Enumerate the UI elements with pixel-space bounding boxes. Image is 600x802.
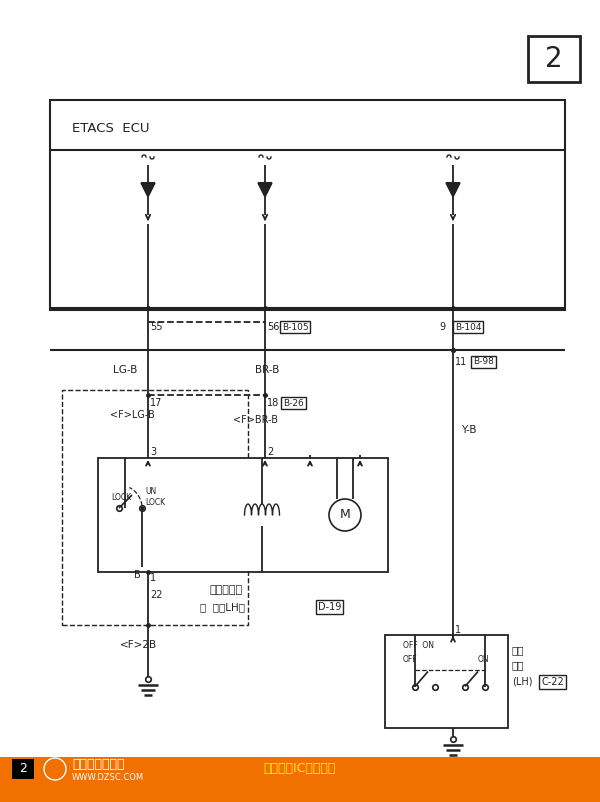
Text: B-98: B-98: [473, 358, 494, 367]
Text: 18: 18: [267, 398, 279, 408]
Bar: [62, 390, 248, 625]
Bar: [385, 635, 508, 728]
Polygon shape: [141, 183, 155, 197]
Bar: [0, 757, 600, 802]
Text: 56: 56: [267, 322, 280, 332]
Text: B: B: [134, 570, 141, 580]
Text: ETACS  ECU: ETACS ECU: [72, 121, 149, 135]
Text: Y-B: Y-B: [461, 425, 476, 435]
Text: 1: 1: [455, 625, 461, 635]
Text: 2: 2: [19, 763, 27, 776]
Text: M: M: [340, 508, 350, 521]
Text: <F>BR-B: <F>BR-B: [233, 415, 278, 425]
Text: B-105: B-105: [282, 322, 308, 331]
Text: WWW.DZSC.COM: WWW.DZSC.COM: [72, 772, 144, 781]
Text: 55: 55: [150, 322, 163, 332]
Text: 门锁动作器: 门锁动作器: [210, 585, 243, 595]
Text: B-104: B-104: [455, 322, 482, 331]
Text: 17: 17: [150, 398, 163, 408]
Text: 9: 9: [439, 322, 445, 332]
Text: OFF: OFF: [403, 655, 418, 664]
Text: <F>2B: <F>2B: [120, 640, 157, 650]
Text: <F>LG-B: <F>LG-B: [110, 410, 155, 420]
Bar: [50, 100, 565, 310]
Bar: [98, 458, 388, 572]
Circle shape: [44, 758, 66, 780]
Text: LOCK: LOCK: [111, 493, 131, 503]
Text: 2: 2: [267, 447, 273, 457]
Polygon shape: [258, 183, 272, 197]
Text: (LH): (LH): [512, 677, 533, 687]
Text: LG-B: LG-B: [113, 365, 137, 375]
Text: 维库电子市场网: 维库电子市场网: [72, 759, 125, 772]
Bar: [12, 759, 34, 779]
Bar: [528, 36, 580, 82]
Text: 开关: 开关: [512, 660, 524, 670]
Text: 11: 11: [455, 357, 467, 367]
Text: 3: 3: [150, 447, 156, 457]
Text: 1: 1: [150, 573, 156, 583]
Text: ON: ON: [478, 655, 490, 664]
Text: 22: 22: [150, 590, 163, 600]
Text: OFF  ON: OFF ON: [403, 641, 434, 650]
Polygon shape: [446, 183, 460, 197]
Text: BR-B: BR-B: [255, 365, 280, 375]
Text: （  前：LH）: （ 前：LH）: [200, 602, 245, 612]
Text: 全球最大IC采购网站: 全球最大IC采购网站: [264, 763, 336, 776]
Text: C-22: C-22: [541, 677, 564, 687]
Text: B-26: B-26: [283, 399, 304, 407]
Text: D-19: D-19: [318, 602, 341, 612]
Text: 2: 2: [545, 45, 563, 73]
Text: UN
LOCK: UN LOCK: [145, 488, 165, 507]
Text: 前门: 前门: [512, 645, 524, 655]
